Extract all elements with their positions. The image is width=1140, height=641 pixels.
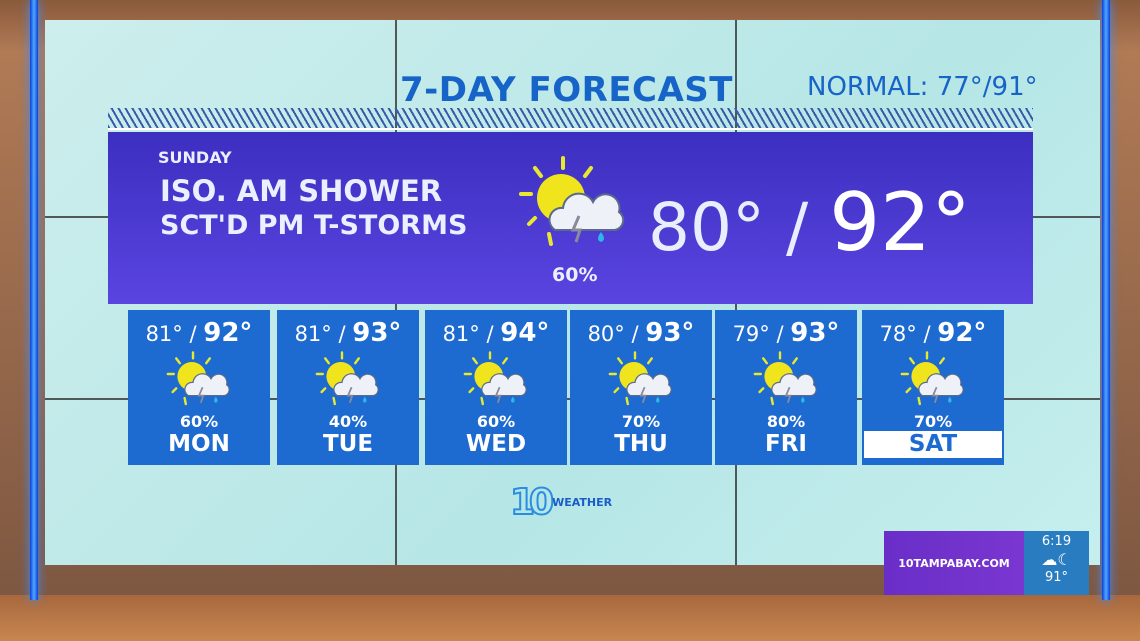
day-label: TUE <box>322 431 374 457</box>
day-precip: 70% <box>621 412 661 431</box>
day-temps: 80° / 93° <box>587 318 695 348</box>
logo-word: WEATHER <box>552 496 613 509</box>
day-temps: 81° / 92° <box>145 318 253 348</box>
day-precip: 60% <box>179 412 219 431</box>
today-precip: 60% <box>552 264 598 286</box>
today-condition-line2: SCT'D PM T-STORMS <box>160 210 468 241</box>
day-precip: 60% <box>476 412 516 431</box>
today-low: 80° <box>648 189 765 266</box>
day-high: 93° <box>645 318 695 348</box>
current-temp: 91° <box>1044 570 1069 585</box>
day-card-fri: 79° / 93° 80% FRI <box>715 310 857 465</box>
day-temps: 81° / 94° <box>442 318 550 348</box>
day-card-sat: 78° / 92° 70% SAT <box>862 310 1004 465</box>
page-title: 7-DAY FORECAST <box>400 70 733 110</box>
day-low: 81° <box>442 322 480 346</box>
current-conditions: 6:19 ☁︎☾ 91° <box>1024 531 1089 595</box>
day-card-thu: 80° / 93° 70% THU <box>570 310 712 465</box>
video-wall: 7-DAY FORECAST NORMAL: 77°/91° SUNDAY IS… <box>45 20 1100 565</box>
day-precip: 40% <box>328 412 368 431</box>
led-strip-left <box>30 0 38 600</box>
today-day: SUNDAY <box>158 148 232 167</box>
today-condition-line1: ISO. AM SHOWER <box>160 174 443 208</box>
day-temps: 78° / 92° <box>879 318 987 348</box>
day-label: WED <box>465 431 527 457</box>
10-weather-logo: 10 WEATHER <box>509 481 613 524</box>
day-high: 93° <box>790 318 840 348</box>
day-high: 93° <box>352 318 402 348</box>
today-temps: 80° / 92° <box>648 176 971 269</box>
today-high: 92° <box>829 176 971 269</box>
day-precip: 80% <box>766 412 806 431</box>
partly-sunny-thunderstorm-icon <box>893 350 973 410</box>
day-low: 79° <box>732 322 770 346</box>
day-low: 81° <box>294 322 332 346</box>
day-temps: 79° / 93° <box>732 318 840 348</box>
logo-number: 10 <box>509 481 555 524</box>
partly-sunny-thunderstorm-icon <box>746 350 826 410</box>
day-label: MON <box>168 431 230 457</box>
day-label: FRI <box>765 431 807 457</box>
partly-sunny-thunderstorm-icon <box>159 350 239 410</box>
partly-sunny-thunderstorm-icon <box>513 154 633 254</box>
day-card-wed: 81° / 94° 60% WED <box>425 310 567 465</box>
day-low: 81° <box>145 322 183 346</box>
day-low: 80° <box>587 322 625 346</box>
today-forecast: SUNDAY ISO. AM SHOWER SCT'D PM T-STORMS … <box>108 132 1033 304</box>
day-temps: 81° / 93° <box>294 318 402 348</box>
day-label: THU <box>614 431 668 457</box>
day-precip: 70% <box>913 412 953 431</box>
normal-temps: NORMAL: 77°/91° <box>807 72 1038 102</box>
partly-cloudy-night-icon: ☁︎☾ <box>1041 550 1072 569</box>
day-high: 94° <box>500 318 550 348</box>
partly-sunny-thunderstorm-icon <box>601 350 681 410</box>
day-high: 92° <box>203 318 253 348</box>
led-strip-right <box>1102 0 1110 600</box>
current-time: 6:19 <box>1041 534 1072 549</box>
studio-floor <box>0 595 1140 641</box>
hatch-divider <box>108 108 1033 130</box>
day-card-mon: 81° / 92° 60% MON <box>128 310 270 465</box>
station-website: 10TAMPABAY.COM <box>884 531 1024 595</box>
day-card-tue: 81° / 93° 40% TUE <box>277 310 419 465</box>
day-label: SAT <box>864 431 1002 458</box>
partly-sunny-thunderstorm-icon <box>456 350 536 410</box>
day-low: 78° <box>879 322 917 346</box>
partly-sunny-thunderstorm-icon <box>308 350 388 410</box>
day-high: 92° <box>937 318 987 348</box>
station-bug: 10TAMPABAY.COM 6:19 ☁︎☾ 91° <box>884 531 1089 595</box>
